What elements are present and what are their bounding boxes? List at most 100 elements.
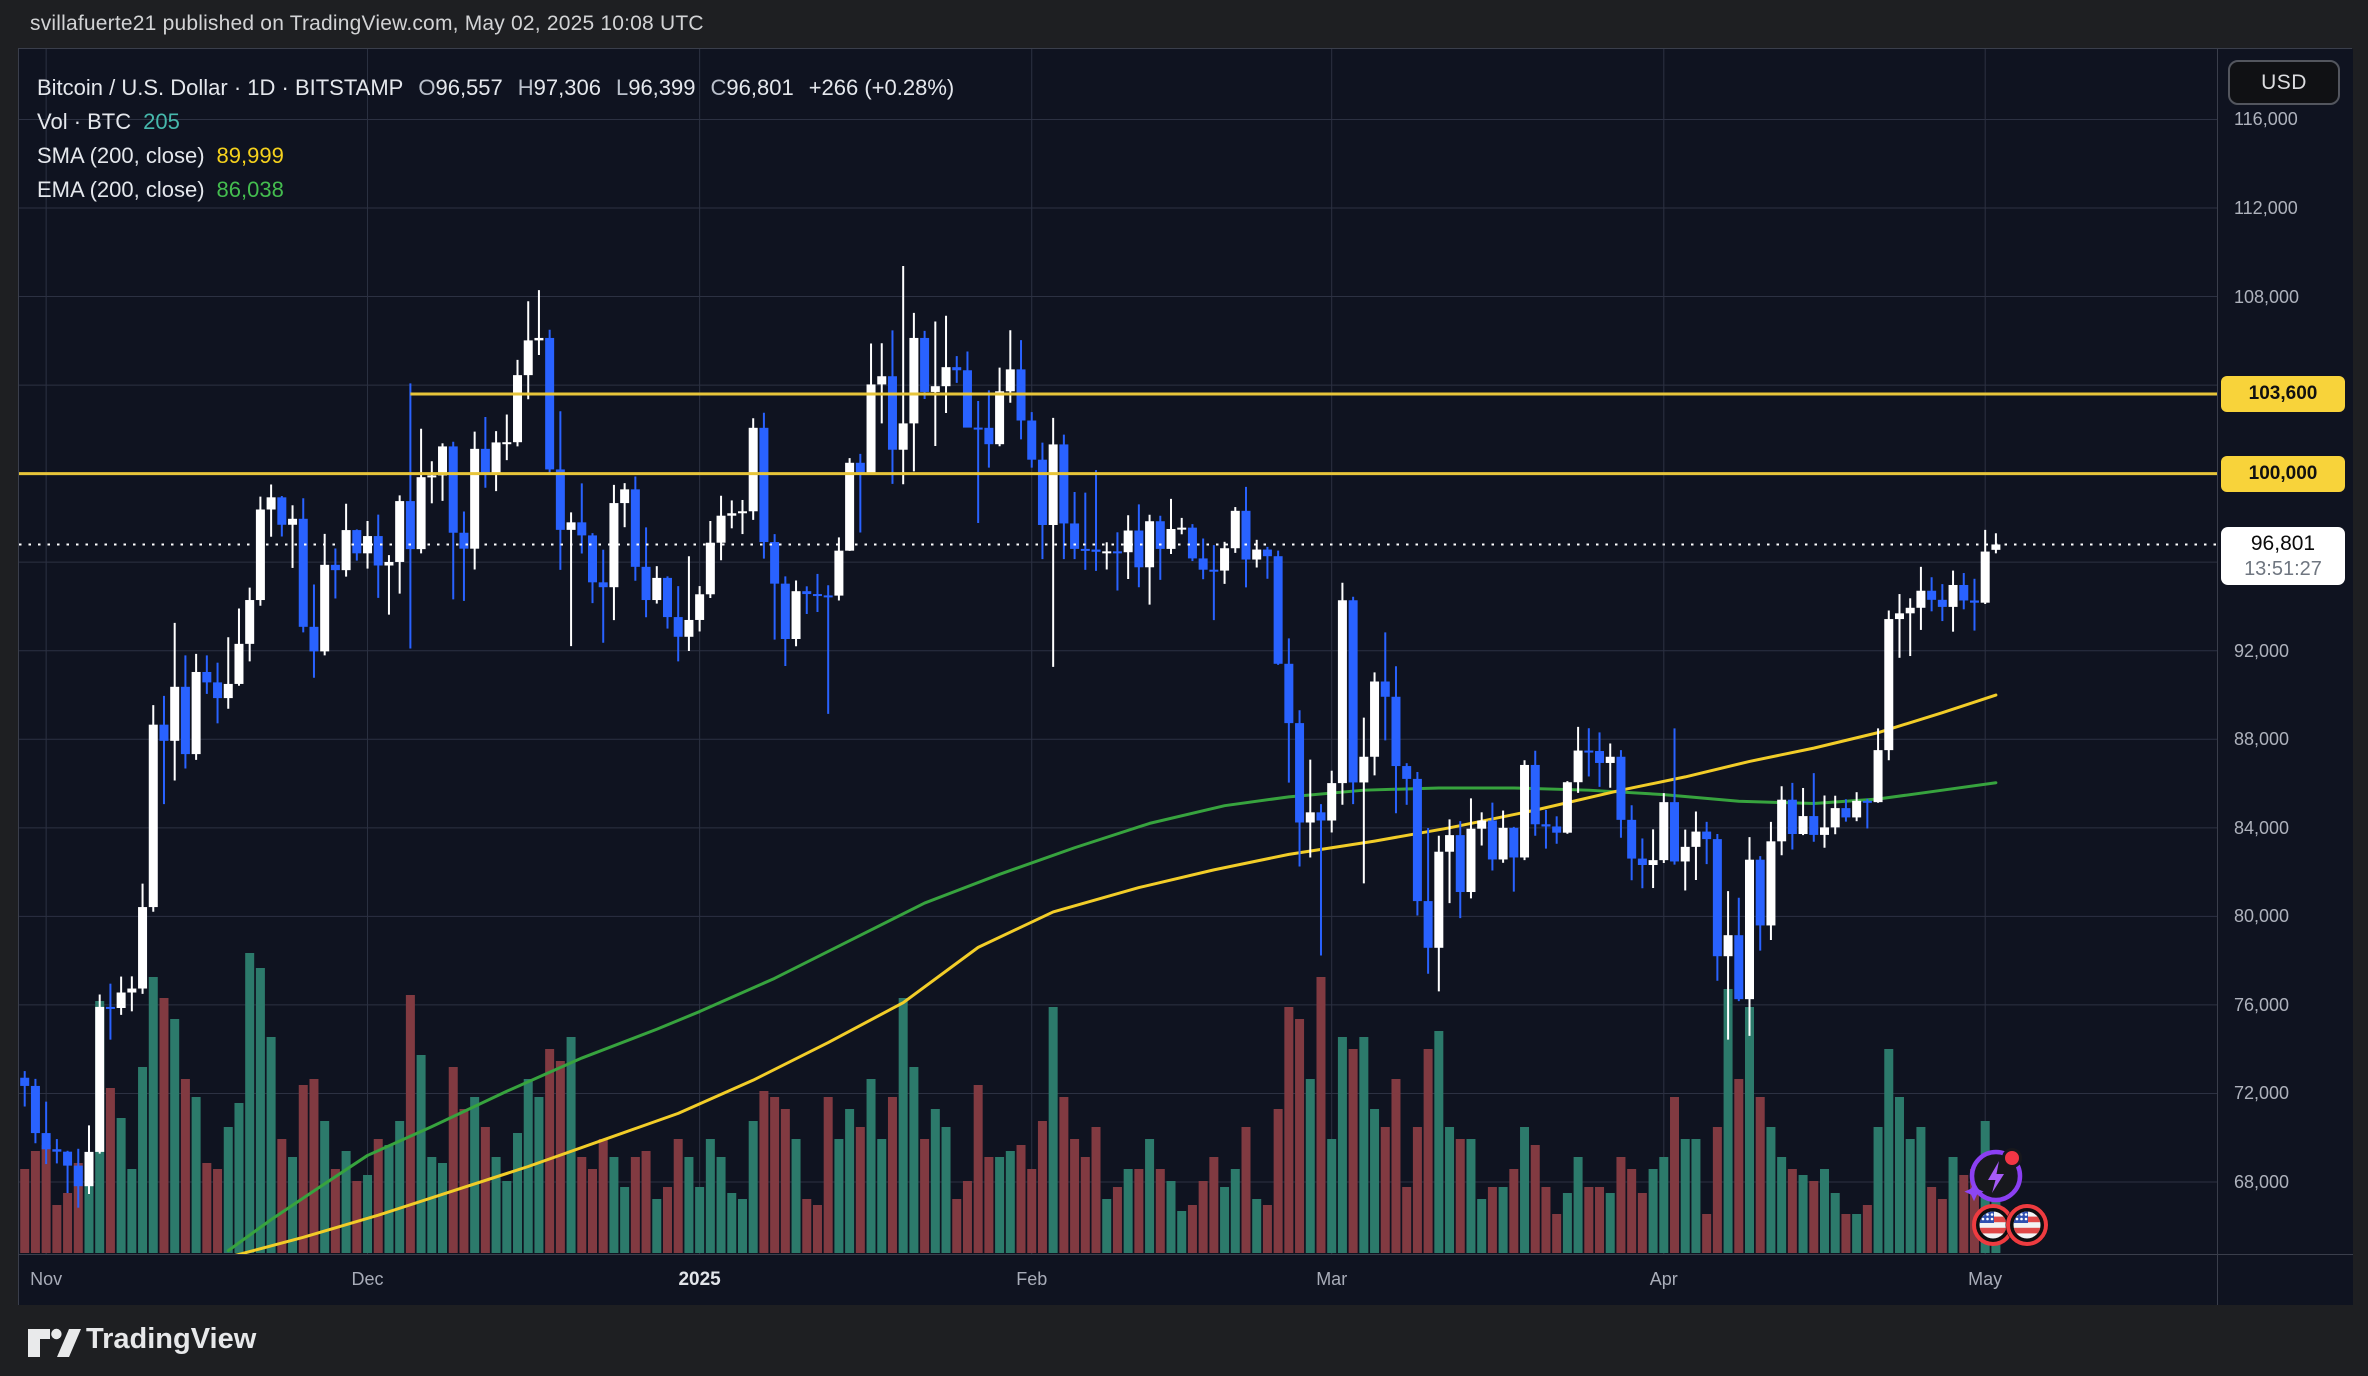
- candle-body: [673, 617, 683, 637]
- volume-bar: [1777, 1157, 1787, 1253]
- volume-bar: [834, 1139, 844, 1253]
- candle-body: [737, 511, 747, 514]
- volume-bar: [384, 1145, 394, 1253]
- candle-body: [1487, 820, 1497, 860]
- sma-200-line[interactable]: [228, 693, 1998, 1254]
- volume-bar: [1905, 1139, 1915, 1253]
- volume-bar: [52, 1205, 62, 1253]
- volume-bar: [1787, 1169, 1797, 1253]
- last-price-label: 96,801 13:51:27: [2221, 527, 2345, 586]
- price-axis[interactable]: USD 116,000112,000108,000104,00092,00088…: [2217, 49, 2353, 1254]
- capture-bar: svillafuerte21 published on TradingView.…: [0, 0, 2368, 48]
- volume-bar: [1573, 1157, 1583, 1253]
- candle-body: [1894, 613, 1904, 620]
- candle-body: [866, 384, 876, 475]
- volume-bar: [1370, 1109, 1380, 1253]
- volume-bar: [1852, 1214, 1862, 1253]
- volume-bar: [652, 1199, 662, 1253]
- candle-body: [459, 532, 469, 549]
- volume-bar: [1048, 1007, 1058, 1253]
- notification-dot: [2002, 1148, 2022, 1168]
- ema-200-line[interactable]: [226, 781, 1998, 1253]
- volume-bar: [545, 1049, 555, 1253]
- volume-bar: [1830, 1193, 1840, 1253]
- us-flag-event-icons[interactable]: [1965, 1197, 2055, 1253]
- candle-body: [116, 992, 126, 1009]
- volume-bar: [1337, 1037, 1347, 1253]
- volume-bar: [223, 1127, 233, 1253]
- candle-body: [1691, 831, 1701, 847]
- volume-bar: [1766, 1127, 1776, 1253]
- candle-body: [534, 337, 544, 341]
- candle-body: [1509, 827, 1519, 858]
- candle-body: [95, 1006, 105, 1152]
- spark-event-icon[interactable]: [1964, 1144, 2028, 1208]
- bar-countdown: 13:51:27: [2244, 558, 2322, 581]
- tradingview-logo-icon[interactable]: [26, 1323, 82, 1363]
- volume-bar: [1520, 1127, 1530, 1253]
- volume-bar: [737, 1199, 747, 1253]
- volume-bar: [566, 1037, 576, 1253]
- candle-body: [255, 509, 265, 601]
- candle-body: [705, 542, 715, 595]
- candle-body: [1187, 527, 1197, 559]
- volume-bar: [845, 1109, 855, 1253]
- capture-bar-text: svillafuerte21 published on TradingView.…: [30, 12, 704, 35]
- candle-body: [1337, 600, 1347, 784]
- volume-bar: [962, 1181, 972, 1253]
- volume-bar: [866, 1079, 876, 1253]
- price-chart[interactable]: [19, 49, 2217, 1254]
- candle-body: [1305, 812, 1315, 823]
- low-value: 96,399: [628, 75, 696, 100]
- volume-bar: [812, 1205, 822, 1253]
- volume-bar: [1091, 1127, 1101, 1253]
- volume-bar: [920, 1139, 930, 1253]
- candle-body: [309, 626, 319, 652]
- ema-row[interactable]: EMA (200, close) 86,038: [37, 173, 954, 207]
- time-tick-label: Mar: [1316, 1269, 1348, 1289]
- candle-body: [1595, 751, 1605, 763]
- candle-body: [1830, 808, 1840, 828]
- candle-body: [1423, 901, 1433, 948]
- candle-body: [1841, 808, 1851, 818]
- volume-bar: [1220, 1187, 1230, 1253]
- us-flag-icon: [2005, 1203, 2049, 1247]
- volume-bar: [641, 1151, 651, 1253]
- volume-bar: [1155, 1169, 1165, 1253]
- candle-body: [791, 591, 801, 639]
- candle-body: [448, 446, 458, 533]
- volume-bar: [1712, 1127, 1722, 1253]
- candle-body: [1552, 826, 1562, 833]
- volume-row[interactable]: Vol · BTC 205: [37, 105, 954, 139]
- candle-body: [759, 427, 769, 543]
- candle-body: [1616, 756, 1626, 820]
- price-tick-label: 68,000: [2234, 1172, 2290, 1192]
- volume-bar: [138, 1067, 148, 1253]
- volume-bar: [1198, 1181, 1208, 1253]
- volume-bar: [1166, 1181, 1176, 1253]
- volume-bar: [266, 1037, 276, 1253]
- candle-body: [802, 591, 812, 595]
- candle-body: [1948, 584, 1958, 607]
- candle-body: [363, 536, 373, 554]
- ema-label: EMA (200, close): [37, 177, 205, 202]
- candle-body: [1766, 841, 1776, 926]
- symbol-row[interactable]: Bitcoin / U.S. Dollar · 1D · BITSTAMP O96…: [37, 71, 954, 105]
- time-axis[interactable]: Nov Dec 2025 Feb Mar Apr May: [19, 1254, 2217, 1306]
- high-label: H: [517, 75, 534, 100]
- candle-body: [1777, 799, 1787, 842]
- volume-bar: [459, 1109, 469, 1253]
- volume-bar: [41, 1145, 51, 1253]
- candle-body: [1048, 444, 1058, 525]
- candle-body: [266, 497, 276, 510]
- candle-body: [1252, 549, 1262, 560]
- volume-bar: [930, 1109, 940, 1253]
- sma-row[interactable]: SMA (200, close) 89,999: [37, 139, 954, 173]
- tradingview-brand-text[interactable]: TradingView: [86, 1323, 257, 1355]
- candle-body: [823, 595, 833, 598]
- candle-body: [780, 583, 790, 639]
- currency-toggle-button[interactable]: USD: [2228, 60, 2340, 105]
- volume-bar: [1230, 1169, 1240, 1253]
- volume-bar: [1134, 1169, 1144, 1253]
